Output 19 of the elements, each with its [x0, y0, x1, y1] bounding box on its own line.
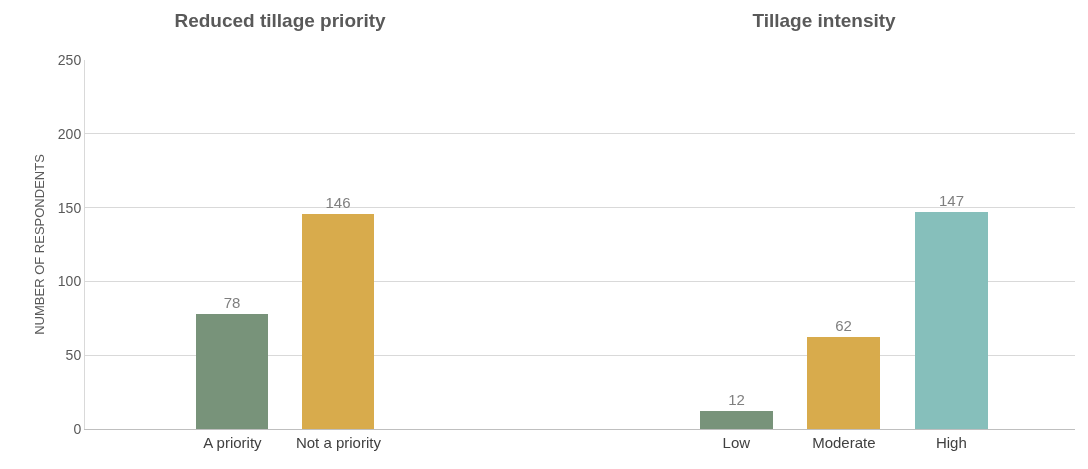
chart-title: Reduced tillage priority: [174, 10, 387, 32]
y-tick-label: 250: [57, 51, 82, 68]
data-label: 146: [325, 194, 351, 211]
data-label: 78: [223, 294, 241, 311]
y-tick-label: 150: [57, 199, 82, 216]
y-tick-label: 0: [73, 420, 82, 437]
y-axis-title: NUMBER OF RESPONDENTS: [31, 153, 47, 335]
data-label: 147: [938, 192, 965, 209]
y-tick-label: 200: [57, 125, 82, 142]
data-label: 12: [728, 391, 745, 408]
x-tick-label: A priority: [203, 434, 263, 451]
chart-title: Tillage intensity: [752, 10, 897, 32]
x-tick-label: Moderate: [812, 434, 876, 451]
data-label: 62: [835, 317, 852, 334]
x-tick-label: Not a priority: [295, 434, 382, 451]
y-tick-label: 100: [57, 273, 82, 290]
x-tick-label: Low: [722, 434, 751, 451]
y-tick-label: 50: [65, 347, 82, 364]
x-tick-label: High: [935, 434, 967, 451]
